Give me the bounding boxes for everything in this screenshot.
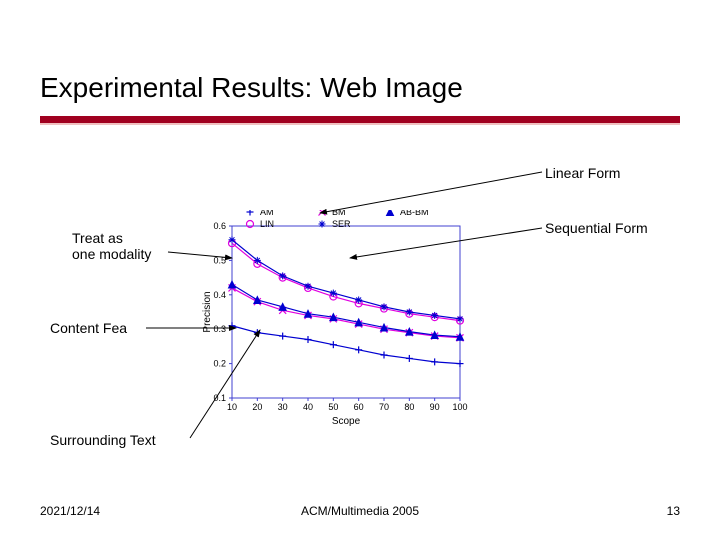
svg-text:BM: BM: [332, 210, 346, 217]
svg-text:20: 20: [252, 402, 262, 412]
title-underline: [40, 116, 680, 123]
svg-text:100: 100: [452, 402, 467, 412]
annotation-surrounding-text: Surrounding Text: [50, 432, 156, 448]
svg-text:70: 70: [379, 402, 389, 412]
svg-text:0.1: 0.1: [213, 393, 226, 403]
svg-text:0.4: 0.4: [213, 290, 226, 300]
svg-text:10: 10: [227, 402, 237, 412]
svg-text:Scope: Scope: [332, 416, 361, 427]
annotation-content-fea: Content Fea: [50, 320, 127, 336]
slide-title: Experimental Results: Web Image: [40, 72, 463, 104]
svg-text:0.3: 0.3: [213, 324, 226, 334]
svg-text:80: 80: [404, 402, 414, 412]
annotation-treat-as: Treat as one modality: [72, 230, 151, 262]
title-underline-light: [40, 123, 680, 125]
footer-page-number: 13: [667, 504, 680, 518]
footer-conference: ACM/Multimedia 2005: [301, 504, 419, 518]
svg-text:AM: AM: [260, 210, 274, 217]
annotation-sequential-form: Sequential Form: [545, 220, 648, 236]
svg-text:Precision: Precision: [202, 291, 213, 332]
svg-text:SER: SER: [332, 219, 351, 229]
footer-date: 2021/12/14: [40, 504, 100, 518]
svg-text:0.2: 0.2: [213, 359, 226, 369]
svg-text:0.6: 0.6: [213, 221, 226, 231]
svg-text:AB-BM: AB-BM: [400, 210, 429, 217]
svg-text:40: 40: [303, 402, 313, 412]
svg-text:90: 90: [430, 402, 440, 412]
svg-text:50: 50: [328, 402, 338, 412]
svg-text:60: 60: [354, 402, 364, 412]
svg-text:30: 30: [278, 402, 288, 412]
svg-text:0.5: 0.5: [213, 255, 226, 265]
annotation-linear-form: Linear Form: [545, 165, 620, 181]
precision-chart: 0.1 0.2 0.3 0.4 0.5 0.6 10 20 30 40 50 60 70 80 90 100 S…: [200, 210, 480, 430]
svg-text:LIN: LIN: [260, 219, 274, 229]
